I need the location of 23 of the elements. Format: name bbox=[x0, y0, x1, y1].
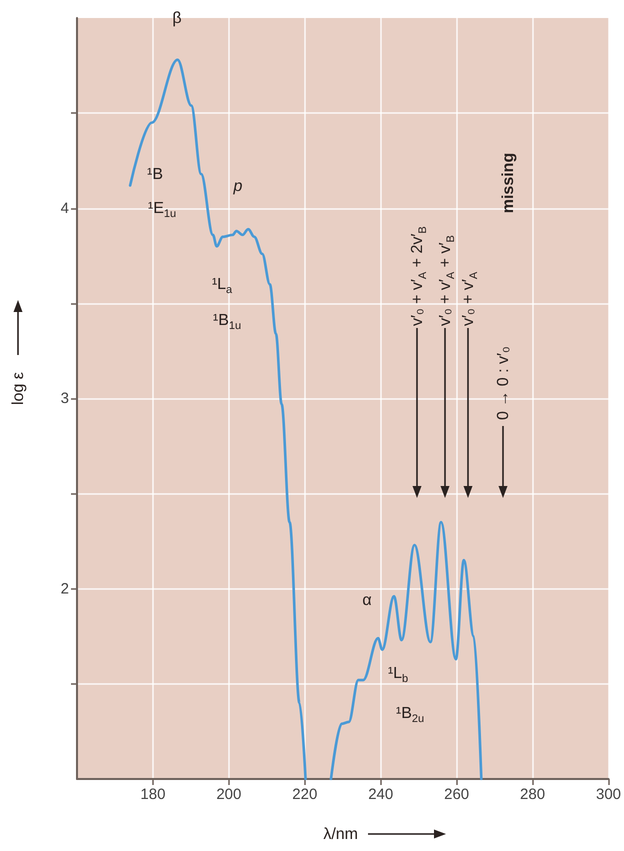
x-tick-label: 240 bbox=[368, 786, 394, 803]
x-tick-label: 280 bbox=[520, 786, 546, 803]
annotation: ¹E$_{1u}$ bbox=[148, 200, 176, 220]
annotation: ¹B bbox=[147, 166, 163, 182]
annotation: ¹B$_{1u}$ bbox=[212, 312, 242, 332]
x-tick-label: 200 bbox=[216, 786, 242, 803]
y-tick-label: 3 bbox=[60, 390, 69, 407]
annotation: missing bbox=[500, 152, 516, 214]
x-axis-title: λ/nm bbox=[323, 826, 358, 842]
annotation: 0 → 0 : v′₀ bbox=[494, 346, 512, 420]
annotation: β bbox=[172, 10, 182, 26]
annotation: ¹L$_{a}$ bbox=[212, 276, 234, 296]
x-tick-label: 180 bbox=[140, 786, 166, 803]
annotation: p bbox=[232, 178, 243, 194]
x-tick-label: 220 bbox=[292, 786, 318, 803]
x-tick-label: 260 bbox=[444, 786, 470, 803]
annotation: ¹B$_{2u}$ bbox=[396, 704, 424, 725]
annotation: α bbox=[362, 592, 372, 608]
y-tick-label: 2 bbox=[60, 580, 69, 598]
y-tick-label: 4 bbox=[60, 200, 69, 217]
annotation: ¹L$_{b}$ bbox=[388, 664, 408, 685]
x-tick-label: 300 bbox=[596, 786, 621, 803]
y-axis-title: log ε bbox=[10, 372, 26, 405]
